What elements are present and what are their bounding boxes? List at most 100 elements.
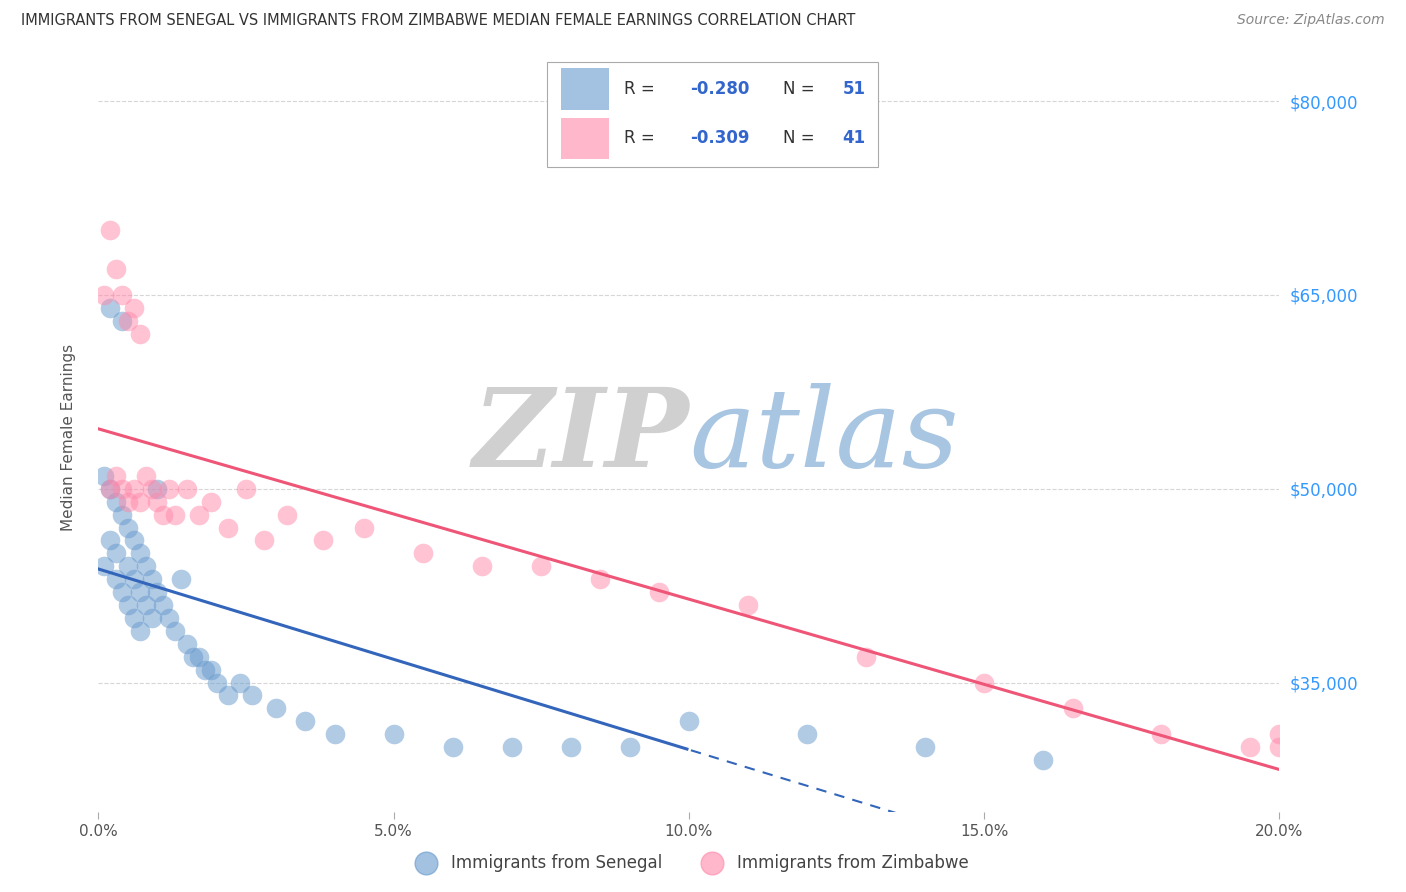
Point [914,740,936,755]
Point [323,727,346,741]
Point [264,701,287,715]
Point [1268,727,1291,741]
Point [128,494,150,508]
Point [111,482,134,496]
Point [855,649,877,664]
Point [105,572,128,586]
Point [122,301,145,315]
Point [111,508,134,522]
Point [98,223,121,237]
Point [117,494,139,508]
Point [165,624,187,638]
Text: 41: 41 [842,129,866,147]
Point [441,740,464,755]
Point [253,533,276,548]
Point [176,637,198,651]
Point [117,520,139,534]
Text: Source: ZipAtlas.com: Source: ZipAtlas.com [1237,13,1385,28]
Text: IMMIGRANTS FROM SENEGAL VS IMMIGRANTS FROM ZIMBABWE MEDIAN FEMALE EARNINGS CORRE: IMMIGRANTS FROM SENEGAL VS IMMIGRANTS FR… [21,13,855,29]
Point [141,572,163,586]
Point [128,585,150,599]
Point [117,314,139,328]
Text: ZIP: ZIP [472,384,689,491]
Point [217,689,239,703]
Point [235,482,257,496]
Point [165,508,187,522]
Bar [561,118,609,159]
Point [128,326,150,341]
Point [619,740,641,755]
Point [157,611,180,625]
Point [412,546,434,560]
Point [128,624,150,638]
Point [1032,753,1054,767]
Point [737,598,759,612]
Text: R =: R = [624,80,659,98]
Point [176,482,198,496]
Point [353,520,375,534]
Point [117,559,139,574]
Bar [547,62,877,168]
Point [678,714,700,729]
Point [240,689,263,703]
Point [135,559,157,574]
Point [146,482,169,496]
Point [135,598,157,612]
Y-axis label: Median Female Earnings: Median Female Earnings [60,343,76,531]
Point [229,675,252,690]
Point [98,301,121,315]
Point [98,482,121,496]
Point [973,675,995,690]
Text: N =: N = [783,80,820,98]
Point [501,740,523,755]
Point [194,663,217,677]
Point [122,482,145,496]
Text: N =: N = [783,129,820,147]
Point [382,727,405,741]
Point [93,288,115,302]
Point [128,546,150,560]
Point [152,508,174,522]
Point [111,585,134,599]
Point [1150,727,1173,741]
Point [122,572,145,586]
Point [105,494,128,508]
Point [560,740,582,755]
Point [294,714,316,729]
Text: 51: 51 [842,80,866,98]
Point [181,649,204,664]
Point [141,482,163,496]
Point [170,572,193,586]
Point [187,508,209,522]
Point [152,598,174,612]
Text: atlas: atlas [689,384,959,491]
Point [312,533,335,548]
Point [98,482,121,496]
Point [111,288,134,302]
Point [146,494,169,508]
Text: R =: R = [624,129,659,147]
Point [796,727,818,741]
Point [1062,701,1084,715]
Point [122,533,145,548]
Text: -0.309: -0.309 [690,129,749,147]
Point [187,649,209,664]
Point [200,663,222,677]
Point [135,468,157,483]
Point [1239,740,1261,755]
Point [105,468,128,483]
Point [98,533,121,548]
Bar [561,69,609,110]
Text: -0.280: -0.280 [690,80,749,98]
Point [141,611,163,625]
Point [648,585,671,599]
Point [217,520,239,534]
Point [200,494,222,508]
Point [471,559,494,574]
Point [146,585,169,599]
Point [157,482,180,496]
Point [1268,740,1291,755]
Point [589,572,612,586]
Point [117,598,139,612]
Legend: Immigrants from Senegal, Immigrants from Zimbabwe: Immigrants from Senegal, Immigrants from… [402,847,976,879]
